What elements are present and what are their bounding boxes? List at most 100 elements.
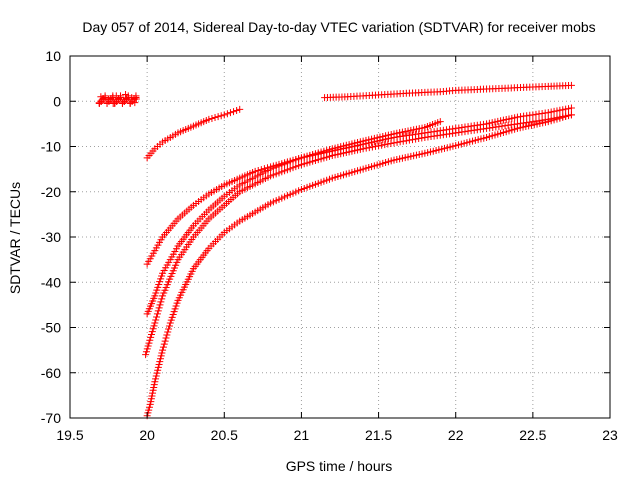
marker-arc-b bbox=[230, 108, 238, 116]
marker-arc-g bbox=[165, 325, 173, 333]
data-markers bbox=[95, 81, 575, 420]
x-tick-label: 23 bbox=[602, 427, 618, 443]
marker-arc-f bbox=[156, 301, 164, 309]
marker-arc-f bbox=[409, 136, 417, 144]
grid-lines bbox=[70, 56, 610, 418]
marker-arc-g bbox=[159, 346, 167, 354]
marker-arc-f bbox=[362, 144, 370, 152]
marker-arc-f bbox=[418, 134, 426, 142]
marker-arc-g bbox=[565, 112, 573, 120]
marker-arc-g bbox=[562, 113, 570, 121]
chart-title: Day 057 of 2014, Sidereal Day-to-day VTE… bbox=[82, 19, 595, 35]
marker-arc-f bbox=[402, 137, 410, 145]
marker-arc-b bbox=[217, 112, 225, 120]
marker-arc-a bbox=[101, 93, 109, 101]
marker-arc-g bbox=[162, 334, 170, 342]
marker-arc-f bbox=[381, 141, 389, 149]
x-axis-label: GPS time / hours bbox=[286, 458, 393, 474]
marker-arc-f bbox=[365, 144, 373, 152]
x-tick-label: 22.5 bbox=[519, 427, 546, 443]
marker-arc-g bbox=[154, 363, 162, 371]
x-tick-label: 22 bbox=[448, 427, 464, 443]
marker-arc-f bbox=[393, 138, 401, 146]
marker-arc-f bbox=[399, 137, 407, 145]
marker-arc-g bbox=[161, 337, 169, 345]
marker-arc-b bbox=[223, 110, 231, 118]
marker-arc-g bbox=[156, 355, 164, 363]
marker-arc-f bbox=[155, 304, 163, 312]
marker-arc-e bbox=[562, 105, 570, 113]
marker-arc-f bbox=[157, 298, 165, 306]
marker-arc-e bbox=[553, 107, 561, 115]
marker-arc-f bbox=[384, 140, 392, 148]
marker-arc-a bbox=[117, 92, 125, 100]
marker-arc-f bbox=[378, 141, 386, 149]
marker-arc-g bbox=[163, 331, 171, 339]
marker-arc-g bbox=[556, 114, 564, 122]
marker-arc-f bbox=[143, 345, 151, 353]
marker-arc-b bbox=[211, 114, 219, 122]
marker-arc-b bbox=[226, 109, 234, 117]
marker-arc-a bbox=[118, 99, 126, 107]
marker-arc-f bbox=[153, 310, 161, 318]
marker-arc-g bbox=[559, 113, 567, 121]
marker-arc-f bbox=[145, 339, 153, 347]
marker-arc-b bbox=[220, 111, 228, 119]
marker-arc-g bbox=[164, 328, 172, 336]
y-tick-label: -20 bbox=[41, 184, 61, 200]
x-tick-label: 21.5 bbox=[365, 427, 392, 443]
marker-arc-f bbox=[149, 325, 157, 333]
marker-arc-f bbox=[415, 135, 423, 143]
y-tick-label: -40 bbox=[41, 274, 61, 290]
marker-arc-d bbox=[257, 166, 265, 174]
x-tick-label: 20 bbox=[139, 427, 155, 443]
marker-arc-a bbox=[132, 93, 140, 101]
axis-ticks: 19.5 20 20.5 21 21.5 22 22.5 23 -70 -60 -50 -40 -30 -… bbox=[41, 48, 618, 443]
marker-arc-e bbox=[559, 106, 567, 114]
marker-arc-b bbox=[236, 105, 244, 113]
marker-arc-g bbox=[153, 369, 161, 377]
marker-arc-f bbox=[390, 139, 398, 147]
marker-arc-f bbox=[146, 336, 154, 344]
marker-arc-f bbox=[375, 142, 383, 150]
y-axis-label: SDTVAR / TECUs bbox=[7, 182, 23, 294]
x-tick-label: 20.5 bbox=[211, 427, 238, 443]
marker-arc-g bbox=[154, 366, 162, 374]
marker-arc-f bbox=[368, 143, 376, 151]
marker-arc-a bbox=[126, 99, 134, 107]
marker-arc-f bbox=[405, 136, 413, 144]
marker-arc-g bbox=[165, 322, 173, 330]
marker-arc-f bbox=[153, 313, 161, 321]
marker-arc-f bbox=[151, 319, 159, 327]
marker-arc-b bbox=[233, 106, 241, 114]
marker-arc-b bbox=[208, 114, 216, 122]
marker-arc-g bbox=[152, 375, 160, 383]
marker-arc-f bbox=[148, 328, 156, 336]
marker-arc-g bbox=[547, 117, 555, 125]
marker-arc-e bbox=[544, 109, 552, 117]
marker-arc-e bbox=[565, 105, 573, 113]
marker-arc-e bbox=[556, 106, 564, 114]
marker-arc-a bbox=[103, 99, 111, 107]
marker-arc-g bbox=[544, 118, 552, 126]
marker-arc-d bbox=[436, 118, 444, 126]
marker-arc-a bbox=[124, 93, 132, 101]
marker-arc-d bbox=[260, 165, 268, 173]
marker-arc-g bbox=[159, 343, 167, 351]
marker-arc-d bbox=[254, 166, 262, 174]
marker-arc-f bbox=[150, 322, 158, 330]
marker-arc-a bbox=[115, 95, 123, 103]
marker-arc-g bbox=[550, 116, 558, 124]
y-tick-label: -10 bbox=[41, 139, 61, 155]
marker-arc-f bbox=[412, 135, 420, 143]
marker-arc-f bbox=[142, 348, 150, 356]
marker-arc-g bbox=[152, 372, 160, 380]
marker-arc-b bbox=[205, 115, 213, 123]
x-tick-label: 21 bbox=[294, 427, 310, 443]
marker-arc-c bbox=[567, 81, 575, 89]
y-tick-label: -60 bbox=[41, 365, 61, 381]
marker-arc-f bbox=[359, 145, 367, 153]
marker-arc-a bbox=[109, 93, 117, 101]
y-tick-label: -30 bbox=[41, 229, 61, 245]
